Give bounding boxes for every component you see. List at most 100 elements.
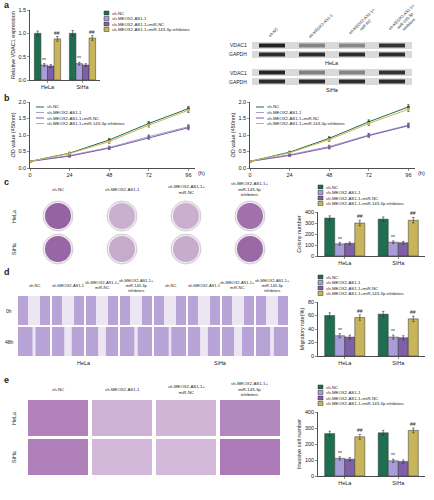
svg-text:Relative VDAC1 expression: Relative VDAC1 expression: [10, 11, 16, 79]
svg-text:**: **: [42, 57, 46, 63]
svg-text:HeLa: HeLa: [77, 360, 91, 366]
svg-text:sh-MEOX2-AS1-1+miR-NC: sh-MEOX2-AS1-1+miR-NC: [326, 196, 378, 201]
svg-text:##: ##: [89, 29, 95, 35]
svg-text:HeLa: HeLa: [11, 209, 17, 223]
svg-text:sh-MEOX2-AS1-1+miR-NC: sh-MEOX2-AS1-1+miR-NC: [267, 116, 319, 121]
svg-text:**: **: [338, 236, 342, 242]
svg-text:##: ##: [357, 308, 363, 314]
svg-text:HeLa: HeLa: [11, 411, 17, 425]
svg-text:HeLa: HeLa: [338, 360, 352, 366]
svg-text:48h: 48h: [5, 339, 14, 345]
svg-text:sh-MEOX2-AS1-1+miR-NC: sh-MEOX2-AS1-1+miR-NC: [85, 280, 120, 290]
svg-text:SiHa: SiHa: [326, 87, 339, 93]
svg-text:sh-NC: sh-NC: [47, 104, 59, 109]
svg-text:Invasive cell number: Invasive cell number: [296, 419, 302, 469]
svg-text:sh-MEOX2-AS1-1: sh-MEOX2-AS1-1: [52, 283, 85, 288]
svg-text:SiHa: SiHa: [392, 360, 405, 366]
svg-text:##: ##: [410, 421, 416, 427]
svg-text:0.0: 0.0: [18, 165, 26, 171]
svg-text:72: 72: [146, 172, 152, 178]
svg-text:sh-MEOX2-AS1-1+miR-NC: sh-MEOX2-AS1-1+miR-NC: [220, 280, 255, 290]
svg-text:20: 20: [308, 339, 314, 345]
svg-text:e: e: [4, 375, 9, 385]
svg-text:sh-MEOX2-AS1-1+miR-NC: sh-MEOX2-AS1-1+miR-NC: [326, 396, 378, 401]
svg-text:VDAC1: VDAC1: [230, 42, 247, 48]
svg-text:60: 60: [308, 312, 314, 318]
svg-text:sh-MEOX2-AS1-1+miR-NC: sh-MEOX2-AS1-1+miR-NC: [326, 286, 378, 291]
svg-text:sh-NC: sh-NC: [112, 11, 124, 16]
svg-text:0.5: 0.5: [18, 54, 26, 60]
svg-text:0.0: 0.0: [238, 165, 246, 171]
svg-text:sh-MEOX2-AS1-1: sh-MEOX2-AS1-1: [326, 190, 361, 195]
svg-text:SiHa: SiHa: [11, 242, 17, 255]
svg-text:0: 0: [311, 253, 314, 259]
svg-text:sh-MEOX2-AS1-1+miR-143-3pinhib: sh-MEOX2-AS1-1+miR-143-3pinhibitors: [231, 381, 268, 397]
svg-text:sh-NC: sh-NC: [326, 275, 338, 280]
svg-text:sh-MEOX2-AS1-1: sh-MEOX2-AS1-1: [267, 110, 302, 115]
svg-text:48: 48: [326, 172, 332, 178]
svg-text:VDAC1: VDAC1: [230, 70, 247, 76]
svg-text:sh-MEOX2-AS1-1+miR-143-3p inhi: sh-MEOX2-AS1-1+miR-143-3p inhibitors: [326, 201, 404, 206]
svg-text:sh-MEOX2-AS1-1+miR-143-3p inhi: sh-MEOX2-AS1-1+miR-143-3p inhibitors: [326, 291, 404, 296]
svg-text:**: **: [391, 234, 395, 240]
svg-text:0: 0: [311, 473, 314, 479]
svg-text:sh-NC: sh-NC: [165, 283, 176, 288]
svg-text:400: 400: [305, 409, 314, 415]
svg-text:sh-MEOX2-AS1-1: sh-MEOX2-AS1-1: [188, 283, 221, 288]
svg-text:300: 300: [305, 220, 314, 226]
svg-text:HeLa: HeLa: [325, 60, 339, 66]
svg-text:OD value (450nm): OD value (450nm): [230, 112, 236, 157]
svg-text:HeLa: HeLa: [41, 84, 55, 90]
svg-text:GAPDH: GAPDH: [229, 79, 247, 85]
svg-text:0h: 0h: [6, 308, 12, 314]
svg-text:sh-MEOX2-AS1-1+miR-NC: sh-MEOX2-AS1-1+miR-NC: [112, 22, 164, 27]
svg-text:100: 100: [305, 242, 314, 248]
svg-text:80: 80: [308, 299, 314, 305]
svg-text:sh-MEOX2-AS1-1: sh-MEOX2-AS1-1: [105, 387, 140, 392]
svg-text:(h): (h): [418, 170, 425, 176]
svg-text:1.0: 1.0: [18, 30, 26, 36]
svg-text:sh-MEOX2-AS1-1: sh-MEOX2-AS1-1: [307, 12, 334, 39]
svg-text:sh-MEOX2-AS1-1+miR-143-3p inhi: sh-MEOX2-AS1-1+miR-143-3p inhibitors: [47, 121, 125, 126]
svg-text:300: 300: [305, 425, 314, 431]
svg-text:sh-MEOX2-AS1-1+miR-NC: sh-MEOX2-AS1-1+miR-NC: [168, 384, 205, 395]
svg-text:SiHa: SiHa: [392, 260, 405, 266]
svg-text:sh-MEOX2-AS1-1: sh-MEOX2-AS1-1: [326, 390, 361, 395]
svg-text:0: 0: [248, 172, 251, 178]
svg-text:0.0: 0.0: [18, 77, 26, 83]
svg-text:0: 0: [311, 353, 314, 359]
svg-text:40: 40: [308, 326, 314, 332]
svg-text:(h): (h): [198, 170, 205, 176]
svg-text:sh-MEOX2-AS1-1+miR-143-3p inhi: sh-MEOX2-AS1-1+miR-143-3p inhibitors: [267, 121, 345, 126]
svg-text:b: b: [4, 93, 10, 103]
svg-text:sh-MEOX2-AS1-1+miR-143-3pinhib: sh-MEOX2-AS1-1+miR-143-3pinhibitors: [255, 278, 290, 293]
svg-text:sh-NC: sh-NC: [326, 185, 338, 190]
svg-text:sh-MEOX2-AS1-1+miR-143-3pinhib: sh-MEOX2-AS1-1+miR-143-3pinhibitors: [119, 278, 154, 293]
svg-text:a: a: [4, 0, 10, 10]
svg-text:0: 0: [28, 172, 31, 178]
svg-text:sh-NC: sh-NC: [52, 187, 64, 192]
svg-text:SiHa: SiHa: [214, 360, 227, 366]
svg-text:OD value (450nm): OD value (450nm): [10, 112, 16, 157]
svg-text:c: c: [4, 177, 9, 187]
svg-text:1.5: 1.5: [238, 115, 246, 121]
svg-text:sh-NC: sh-NC: [326, 385, 338, 390]
svg-text:0.5: 0.5: [18, 148, 26, 154]
svg-text:sh-MEOX2-AS1-1+miR-143-3p inhi: sh-MEOX2-AS1-1+miR-143-3p inhibitors: [326, 401, 404, 406]
svg-text:200: 200: [305, 441, 314, 447]
svg-text:72: 72: [366, 172, 372, 178]
svg-text:Migratory rate(%): Migratory rate(%): [299, 308, 305, 351]
svg-text:##: ##: [357, 213, 363, 219]
svg-text:SiHa: SiHa: [77, 84, 90, 90]
svg-text:##: ##: [357, 427, 363, 433]
svg-text:sh-NC: sh-NC: [267, 26, 279, 38]
svg-text:sh-MEOX2-AS1-1: sh-MEOX2-AS1-1: [112, 16, 147, 21]
svg-text:400: 400: [305, 209, 314, 215]
svg-text:sh-NC: sh-NC: [52, 387, 64, 392]
svg-text:Colony number: Colony number: [296, 215, 302, 252]
svg-text:1.0: 1.0: [18, 132, 26, 138]
svg-text:48: 48: [106, 172, 112, 178]
svg-text:sh-NC: sh-NC: [267, 104, 279, 109]
svg-text:sh-MEOX2-AS1-1+miR-NC: sh-MEOX2-AS1-1+miR-NC: [47, 116, 99, 121]
svg-text:d: d: [4, 267, 10, 277]
